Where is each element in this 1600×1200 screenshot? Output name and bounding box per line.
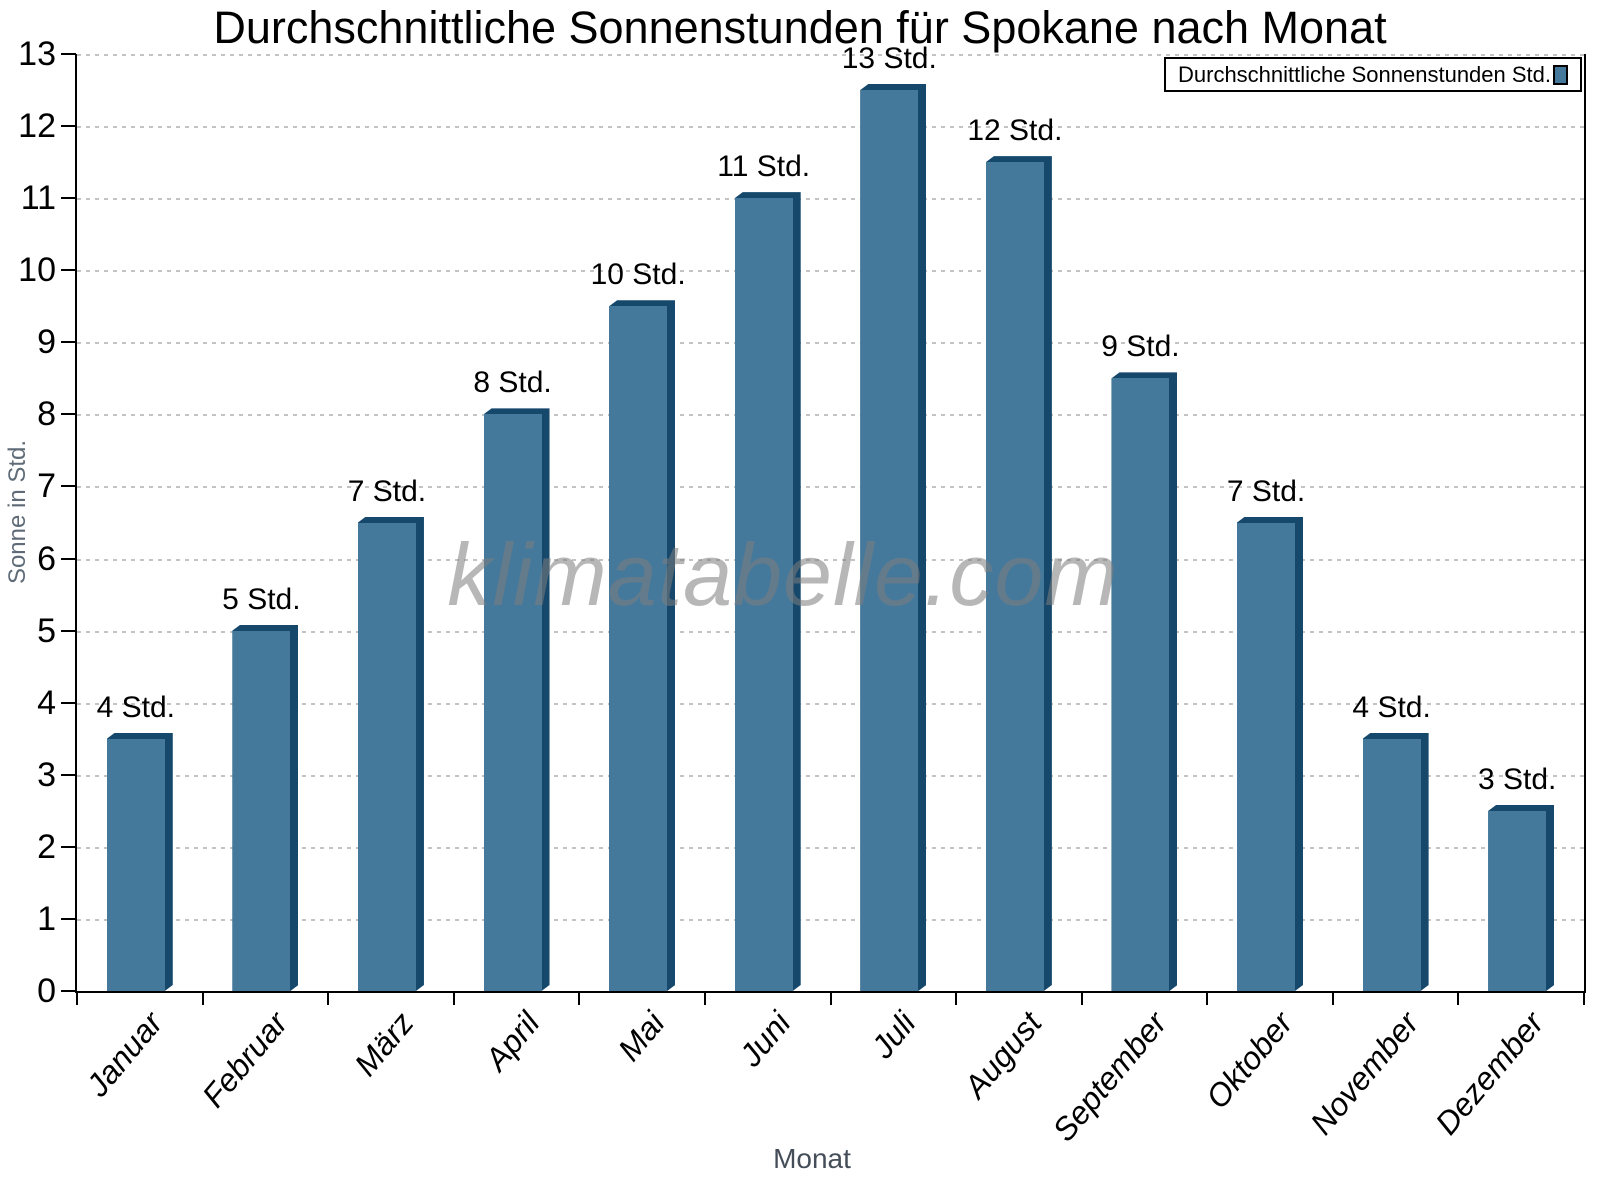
bar-value-label: 8 Std. (473, 366, 552, 400)
gridline (77, 54, 1584, 56)
bar-value-label: 12 Std. (967, 114, 1063, 148)
bar (1488, 805, 1554, 991)
bar-value-label: 11 Std. (717, 150, 811, 184)
gridline (77, 918, 1584, 921)
y-axis-tick (61, 125, 76, 128)
y-tick-label: 3 (37, 755, 56, 794)
bar-value-label: 7 Std. (347, 474, 427, 508)
x-tick-label: Oktober (1198, 1005, 1300, 1116)
x-axis-tick (1457, 993, 1460, 1005)
x-axis-tick (578, 993, 581, 1005)
bar-value-label: 13 Std. (841, 42, 937, 76)
gridline (77, 342, 1584, 345)
x-axis-tick (1080, 993, 1083, 1005)
y-tick-label: 13 (18, 35, 56, 73)
x-tick-label: Mai (610, 1005, 672, 1068)
y-axis-tick (61, 53, 76, 55)
bar-value-label: 3 Std. (1478, 762, 1557, 796)
x-axis-tick (327, 993, 330, 1005)
legend-swatch-icon (1553, 64, 1568, 85)
gridline (77, 414, 1584, 417)
y-axis-tick (61, 269, 76, 272)
x-tick-label: März (347, 1005, 421, 1083)
gridline (77, 198, 1584, 201)
chart-title: Durchschnittliche Sonnenstunden für Spok… (213, 2, 1387, 53)
bar-value-label: 10 Std. (590, 258, 686, 292)
gridline (77, 630, 1584, 633)
bar-value-label: 4 Std. (1352, 690, 1431, 724)
x-tick-label: Juni (731, 1005, 798, 1074)
x-tick-label: Juli (864, 1005, 923, 1065)
bar (484, 408, 550, 991)
bar (1111, 372, 1177, 991)
y-tick-label: 2 (37, 827, 56, 866)
x-axis-tick (703, 993, 706, 1005)
bar (609, 300, 675, 991)
y-tick-label: 12 (18, 107, 56, 146)
legend: Durchschnittliche Sonnenstunden Std. (1164, 57, 1582, 92)
x-axis-tick (201, 993, 204, 1005)
y-tick-label: 7 (37, 467, 56, 506)
x-axis-tick (1583, 993, 1585, 1005)
bar (986, 156, 1052, 991)
x-tick-label: November (1302, 1005, 1426, 1142)
plot-area: 0 1 2 3 4 5 6 7 8 9 10 11 12 13 4 Std. Januar 5 Std. Febr… (18, 36, 1586, 1148)
y-axis-tick (61, 629, 76, 632)
y-axis-tick (61, 990, 76, 992)
bar-value-label: 7 Std. (1226, 474, 1306, 508)
x-axis-tick (829, 993, 832, 1005)
y-axis-tick (61, 773, 76, 776)
legend-label: Durchschnittliche Sonnenstunden Std. (1178, 61, 1552, 87)
y-tick-label: 6 (37, 539, 56, 578)
gridline (77, 270, 1584, 273)
gridline (77, 126, 1584, 129)
y-axis-tick (61, 341, 76, 344)
x-axis-tick (452, 993, 455, 1005)
x-tick-label: April (477, 1005, 547, 1078)
bar-value-label: 5 Std. (222, 582, 301, 616)
bar (1363, 733, 1429, 991)
gridline (77, 774, 1584, 777)
y-axis-tick (61, 485, 76, 488)
bar (735, 192, 801, 991)
gridline (77, 846, 1584, 849)
x-tick-label: September (1045, 1005, 1175, 1149)
x-axis-tick (1206, 993, 1209, 1005)
x-axis-tick (76, 993, 78, 1005)
watermark: klimatabelle.com (447, 525, 1119, 624)
y-axis-tick (61, 413, 76, 416)
bar (107, 733, 173, 991)
x-tick-label: Februar (195, 1005, 295, 1114)
y-tick-label: 8 (37, 395, 56, 434)
y-axis-tick (61, 557, 76, 560)
gridline (77, 486, 1584, 489)
bar-value-label: 9 Std. (1101, 330, 1180, 364)
x-axis-tick (955, 993, 958, 1005)
y-tick-label: 4 (37, 683, 56, 722)
y-axis-tick (61, 701, 76, 704)
y-tick-label: 1 (37, 899, 56, 938)
y-axis-tick (61, 917, 76, 920)
y-tick-label: 0 (37, 972, 56, 1010)
x-tick-label: August (956, 1005, 1049, 1105)
y-tick-label: 9 (37, 323, 56, 362)
gridline (77, 702, 1584, 705)
x-tick-label: Januar (78, 1005, 170, 1104)
y-tick-label: 5 (37, 611, 56, 650)
bar (232, 625, 298, 991)
bar-value-label: 4 Std. (96, 690, 175, 724)
x-axis-title: Monat (773, 1143, 851, 1174)
bar (1237, 517, 1303, 992)
x-axis-tick (1331, 993, 1334, 1005)
y-axis-tick (61, 845, 76, 848)
y-tick-label: 10 (18, 251, 56, 290)
gridline (77, 558, 1584, 561)
bar (860, 84, 926, 991)
bar (358, 517, 424, 992)
y-tick-label: 11 (20, 179, 56, 218)
y-axis-tick (61, 197, 76, 200)
x-tick-label: Dezember (1428, 1005, 1551, 1142)
